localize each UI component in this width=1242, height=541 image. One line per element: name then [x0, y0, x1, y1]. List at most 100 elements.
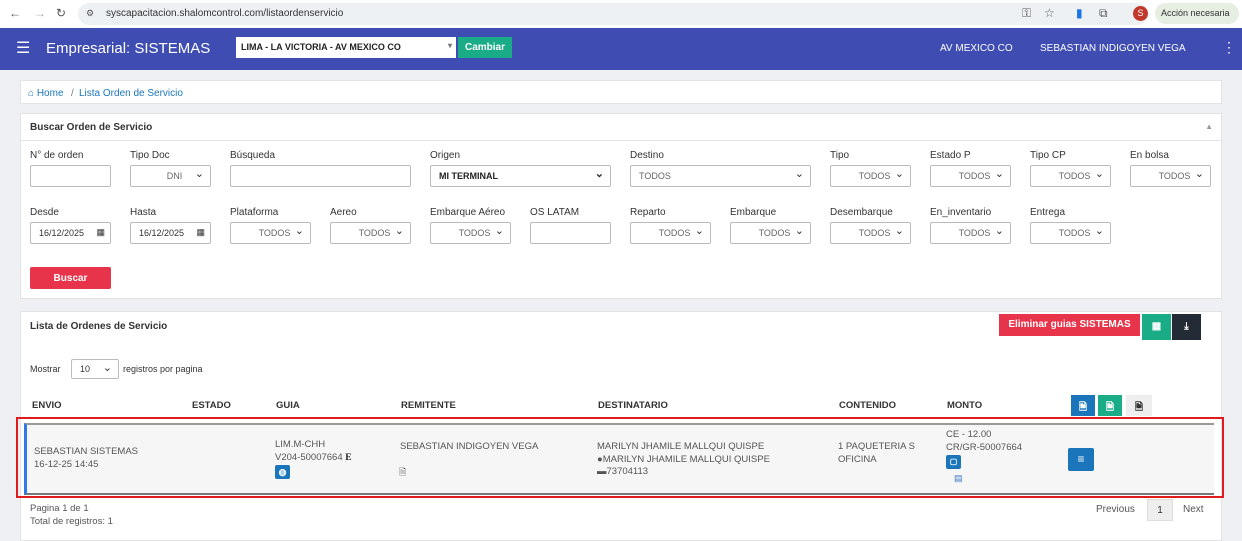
- per-page-select[interactable]: 10: [71, 359, 119, 379]
- row-menu-button[interactable]: ≡: [1068, 448, 1094, 471]
- profile-avatar[interactable]: S: [1133, 6, 1148, 21]
- export-excel-button[interactable]: 🗎: [1098, 395, 1122, 416]
- filter-aereo-input[interactable]: TODOS: [330, 222, 411, 244]
- more-icon[interactable]: ⋮: [1222, 39, 1236, 55]
- recipient-document: 73704113: [606, 466, 649, 477]
- filter-label: OS LATAM: [530, 207, 580, 218]
- filter-en-inventario-input[interactable]: TODOS: [930, 222, 1011, 244]
- chevron-down-icon: ▾: [447, 41, 452, 50]
- calendar-icon[interactable]: ▦: [196, 227, 205, 237]
- extension-icon[interactable]: ▮: [1076, 6, 1083, 20]
- filter-label: En bolsa: [1130, 150, 1169, 161]
- star-icon[interactable]: ☆: [1044, 6, 1055, 20]
- page-1-button[interactable]: 1: [1147, 499, 1173, 521]
- table-row[interactable]: [24, 423, 1214, 495]
- puzzle-icon[interactable]: ⧉: [1099, 6, 1108, 20]
- payment-button[interactable]: ▢: [946, 455, 961, 469]
- breadcrumb-current[interactable]: Lista Orden de Servicio: [79, 88, 183, 99]
- filter-entrega-input[interactable]: TODOS: [1030, 222, 1111, 244]
- forward-icon[interactable]: →: [34, 6, 46, 20]
- filter-label: Tipo: [830, 150, 850, 161]
- user-name[interactable]: SEBASTIAN INDIGOYEN VEGA: [1040, 43, 1186, 54]
- filter-label: Embarque: [730, 207, 777, 218]
- filter-embarque-a-reo-input[interactable]: TODOS: [430, 222, 511, 244]
- column-header: ENVIO: [32, 400, 62, 411]
- user-icon: ●: [597, 453, 603, 465]
- filter-tipo-input[interactable]: TODOS: [830, 165, 911, 187]
- recipient-name: MARILYN JHAMILE MALLQUI QUISPE: [597, 441, 765, 452]
- date-value: 16/12/2025: [39, 228, 85, 238]
- recipient-contact: MARILYN JHAMILE MALLQUI QUISPE: [602, 453, 770, 465]
- filter-label: Tipo Doc: [130, 150, 170, 161]
- change-button[interactable]: Cambiar: [458, 37, 512, 58]
- calendar-icon[interactable]: ▤: [954, 473, 963, 483]
- filter-os-latam-input[interactable]: [530, 222, 611, 244]
- agency-name[interactable]: AV MEXICO CO: [940, 43, 1013, 54]
- breadcrumb: ⌂ Home / Lista Orden de Servicio: [20, 80, 1222, 104]
- filter-b-squeda-input[interactable]: [230, 165, 411, 187]
- next-button[interactable]: Next: [1183, 504, 1204, 515]
- collapse-icon[interactable]: ▲: [1205, 122, 1213, 131]
- export-excel-plain-button[interactable]: 🗎: [1126, 395, 1152, 416]
- filter-reparto-input[interactable]: TODOS: [630, 222, 711, 244]
- export-pdf-button[interactable]: 🗎: [1071, 395, 1095, 416]
- location-select[interactable]: LIMA - LA VICTORIA - AV MEXICO CO ▾: [236, 37, 456, 58]
- search-panel-header: Buscar Orden de Servicio ▲: [21, 114, 1221, 141]
- guide-mark: E: [345, 452, 352, 463]
- filter-en-bolsa-input[interactable]: TODOS: [1130, 165, 1211, 187]
- filter-label: Origen: [430, 150, 461, 161]
- address-bar[interactable]: syscapacitacion.shalomcontrol.com/listao…: [78, 3, 1148, 25]
- filter-n-de-orden-input[interactable]: [30, 165, 111, 187]
- content-type: 1 PAQUETERIA S: [838, 441, 915, 452]
- key-icon[interactable]: ⚿: [1022, 6, 1032, 20]
- filter-label: En_inventario: [930, 207, 992, 218]
- home-label: Home: [36, 88, 64, 99]
- sender-name: SEBASTIAN INDIGOYEN VEGA: [400, 441, 539, 452]
- column-header: ESTADO: [192, 400, 231, 411]
- filter-embarque-input[interactable]: TODOS: [730, 222, 811, 244]
- download-icon: ⤓: [1184, 321, 1189, 332]
- globe-button[interactable]: ◍: [275, 465, 290, 479]
- site-info-icon[interactable]: ⚙: [86, 8, 95, 18]
- filter-label: Búsqueda: [230, 150, 276, 161]
- filter-tipo-cp-input[interactable]: TODOS: [1030, 165, 1111, 187]
- filter-plataforma-input[interactable]: TODOS: [230, 222, 311, 244]
- per-page-label: registros por pagina: [123, 364, 203, 374]
- column-header: REMITENTE: [401, 400, 456, 411]
- app-title: Empresarial: SISTEMAS: [46, 40, 211, 57]
- filter-label: Reparto: [630, 207, 666, 218]
- filter-label: Tipo CP: [1030, 150, 1066, 161]
- filter-tipo-doc-input[interactable]: DNI: [130, 165, 211, 187]
- guide-number: V204-50007664: [275, 451, 343, 463]
- filter-label: Plataforma: [230, 207, 279, 218]
- download-button[interactable]: ⤓: [1172, 314, 1201, 340]
- page-info: Pagina 1 de 1: [30, 503, 89, 514]
- column-header: MONTO: [947, 400, 983, 411]
- action-needed-button[interactable]: Acción necesaria: [1155, 3, 1239, 24]
- table-export-button[interactable]: ▦: [1142, 314, 1171, 340]
- excel-icon: 🗎: [1134, 402, 1144, 413]
- filter-destino-input[interactable]: TODOS: [630, 165, 811, 187]
- search-title: Buscar Orden de Servicio: [30, 122, 153, 133]
- filter-origen-input[interactable]: MI TERMINAL: [430, 165, 611, 187]
- filter-label: Destino: [630, 150, 664, 161]
- reload-icon[interactable]: ↻: [56, 6, 67, 20]
- previous-button[interactable]: Previous: [1096, 504, 1135, 515]
- back-icon[interactable]: ←: [9, 6, 21, 20]
- search-button[interactable]: Buscar: [30, 267, 111, 289]
- globe-icon: ◍: [278, 467, 287, 477]
- menu-icon[interactable]: ☰: [16, 40, 31, 57]
- delete-guides-button[interactable]: Eliminar guias SISTEMAS: [999, 314, 1140, 336]
- filter-estado-p-input[interactable]: TODOS: [930, 165, 1011, 187]
- filter-label: Hasta: [130, 207, 157, 218]
- filter-desembarque-input[interactable]: TODOS: [830, 222, 911, 244]
- calendar-icon[interactable]: ▦: [96, 227, 105, 237]
- file-icon: 🗎: [1078, 402, 1088, 413]
- content-delivery: OFICINA: [838, 453, 877, 465]
- column-header: DESTINATARIO: [598, 400, 668, 411]
- breadcrumb-home[interactable]: ⌂ Home: [28, 88, 64, 99]
- total-records: Total de registros: 1: [30, 515, 113, 527]
- document-icon[interactable]: 🗎: [399, 467, 407, 477]
- filter-desde-input[interactable]: 16/12/2025 ▦: [30, 222, 111, 244]
- filter-hasta-input[interactable]: 16/12/2025 ▦: [130, 222, 211, 244]
